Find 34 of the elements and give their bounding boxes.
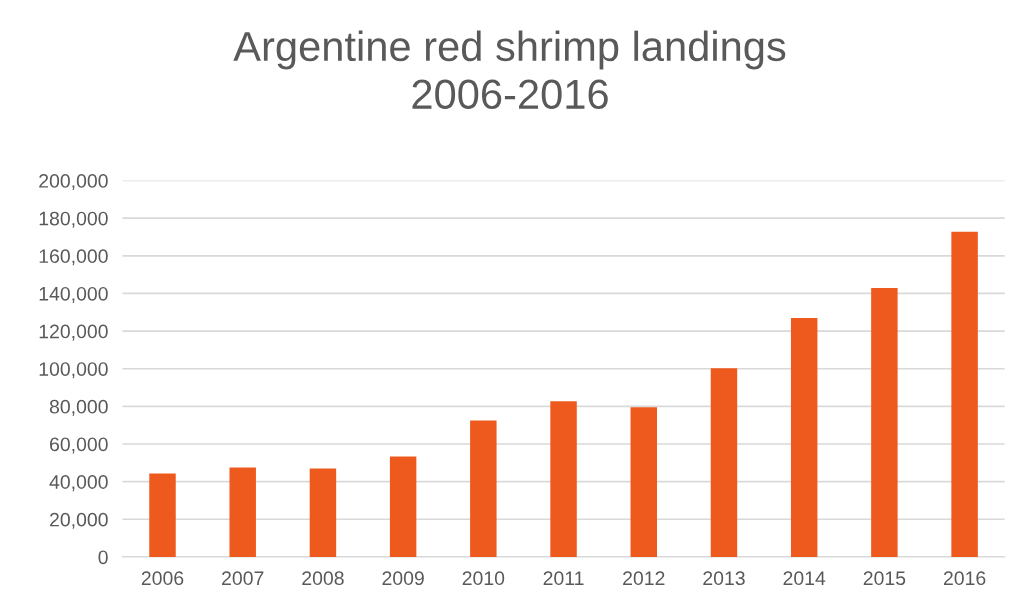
bar <box>710 368 738 557</box>
bar <box>871 288 898 557</box>
y-tick-label: 0 <box>98 550 108 565</box>
bar <box>951 231 978 557</box>
y-tick-label: 60,000 <box>50 437 108 454</box>
x-tick-label: 2007 <box>222 571 264 586</box>
y-tick-label: 40,000 <box>49 475 108 492</box>
x-tick-label: 2011 <box>543 571 584 586</box>
x-tick-label: 2006 <box>141 571 184 586</box>
x-tick-label: 2013 <box>703 571 745 586</box>
y-tick-label: 140,000 <box>39 286 108 303</box>
y-tick-label: 180,000 <box>39 211 108 228</box>
x-tick-label: 2016 <box>943 571 986 586</box>
x-tick-label: 2015 <box>863 571 906 586</box>
bar <box>630 407 657 557</box>
x-tick-label: 2014 <box>783 571 826 586</box>
bar <box>309 468 337 557</box>
x-tick-label: 2012 <box>623 571 665 586</box>
bar <box>790 318 818 557</box>
y-tick-label: 120,000 <box>39 324 108 341</box>
x-tick-label: 2010 <box>462 571 505 586</box>
y-tick-label: 160,000 <box>39 249 108 266</box>
x-tick-label: 2008 <box>302 571 344 586</box>
y-tick-label: 80,000 <box>49 399 108 416</box>
y-tick-label: 20,000 <box>50 512 108 529</box>
bar <box>550 401 577 557</box>
bar <box>470 420 497 557</box>
y-tick-label: 200,000 <box>39 174 108 191</box>
bar <box>389 456 417 557</box>
y-tick-label: 100,000 <box>39 362 108 379</box>
x-tick-label: 2009 <box>382 571 424 586</box>
chart-title: Argentine red shrimp landings 2006-2016 <box>233 30 786 110</box>
bar <box>149 473 176 557</box>
bar <box>229 467 256 557</box>
